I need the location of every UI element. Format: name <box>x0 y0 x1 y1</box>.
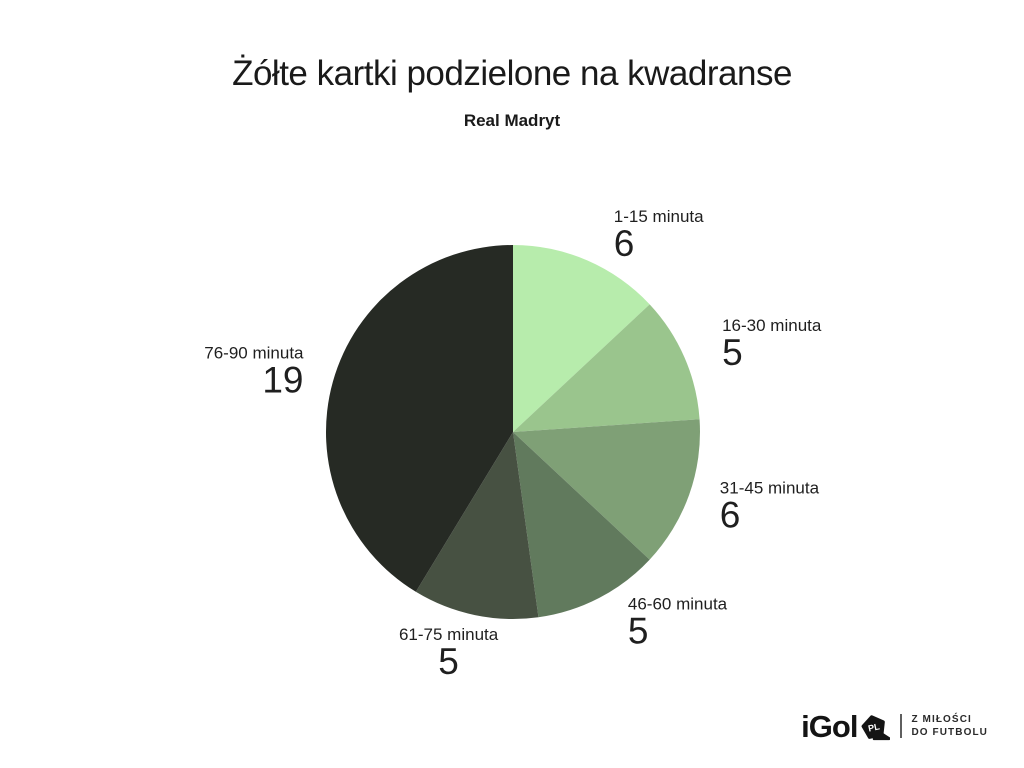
pie-slice-4 <box>513 432 650 618</box>
slice-label-3: 31-45 minuta <box>720 478 820 497</box>
pie-slice-3 <box>513 419 700 560</box>
logo-divider <box>900 714 903 738</box>
slice-label-1: 1-15 minuta <box>614 207 704 226</box>
slice-label-6: 76-90 minuta <box>204 344 304 363</box>
tagline-line-2: DO FUTBOLU <box>911 726 988 738</box>
pie-slice-1 <box>513 245 650 432</box>
badge-pentagon-shape <box>861 715 886 739</box>
chart-subtitle: Real Madryt <box>463 111 561 130</box>
slice-value-2: 5 <box>722 332 743 373</box>
badge-label: PL <box>868 721 882 733</box>
slice-value-3: 6 <box>720 494 741 535</box>
chart-header: Żółte kartki podzielone na kwadranse Rea… <box>0 0 1024 131</box>
slice-label-4: 46-60 minuta <box>628 594 728 613</box>
pie-slice-2 <box>513 304 700 432</box>
brand-logo: iGol PL Z MIŁOŚCI DO FUTBOLU <box>801 706 988 746</box>
brand-name: iGol <box>801 708 858 744</box>
pie-slice-5 <box>415 432 539 620</box>
chart-title: Żółte kartki podzielone na kwadranse <box>232 54 792 93</box>
slice-value-1: 6 <box>614 223 635 264</box>
slice-value-4: 5 <box>628 610 649 651</box>
tagline-line-1: Z MIŁOŚCI <box>911 713 972 725</box>
pentagon-badge-icon: PL <box>861 715 891 741</box>
slice-value-6: 19 <box>262 360 303 401</box>
pie-slice-6 <box>325 245 513 592</box>
slice-value-5: 5 <box>438 641 459 682</box>
brand-tagline: Z MIŁOŚCI DO FUTBOLU <box>911 713 988 738</box>
slice-label-2: 16-30 minuta <box>722 316 822 335</box>
slice-label-5: 61-75 minuta <box>399 625 499 644</box>
